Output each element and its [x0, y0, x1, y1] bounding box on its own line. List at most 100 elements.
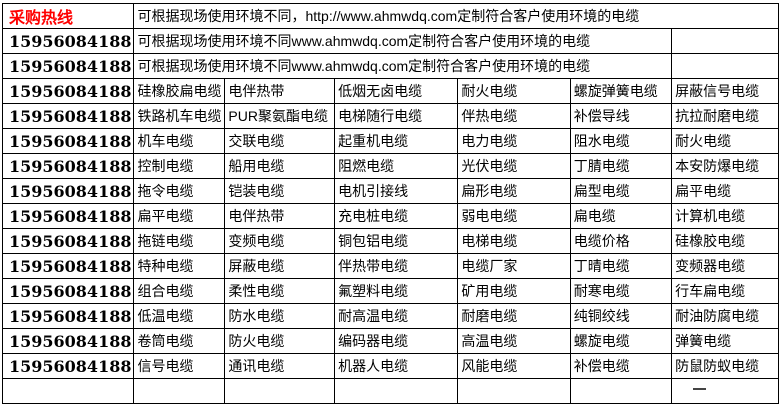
product-link-cell[interactable]: 电梯电缆	[457, 228, 571, 254]
phone-cell: 15956084188	[1, 303, 135, 329]
product-link-cell[interactable]: 扁型电缆	[569, 178, 673, 204]
cable-keyword-table-sheet: 采购热线 可根据现场使用环境不同，http://www.ahmwdq.com定制…	[1, 3, 779, 404]
product-link-cell[interactable]: 信号电缆	[133, 353, 226, 379]
product-link-cell[interactable]: 起重机电缆	[334, 128, 459, 154]
empty-cell	[334, 378, 459, 404]
product-link-cell[interactable]: 充电桩电缆	[334, 203, 459, 229]
product-link-cell[interactable]: 扁平电缆	[671, 178, 779, 204]
phone-cell: 15956084188	[1, 103, 135, 129]
product-link-cell[interactable]: 扁形电缆	[457, 178, 571, 204]
product-link-cell[interactable]: 电力电缆	[457, 128, 571, 154]
product-link-cell[interactable]: 补偿电缆	[569, 353, 673, 379]
product-row: 15956084188 铁路机车电缆 PUR聚氨酯电缆 电梯随行电缆 伴热电缆 补偿导线抗…	[1, 103, 779, 129]
product-link-cell[interactable]: 补偿导线	[569, 103, 673, 129]
product-row: 15956084188 特种电缆 屏蔽电缆 伴热带电缆 电缆厂家 丁晴电缆 变频器电缆	[1, 253, 779, 279]
product-link-cell[interactable]: 防水电缆	[224, 303, 336, 329]
product-link-cell[interactable]: 光伏电缆	[457, 153, 571, 179]
product-link-cell[interactable]: 电机引接线	[334, 178, 459, 204]
product-link-cell[interactable]: 卷筒电缆	[133, 328, 226, 354]
product-link-cell[interactable]: 扁平电缆	[133, 203, 226, 229]
product-link-cell[interactable]: 拖令电缆	[133, 178, 226, 204]
product-link-cell[interactable]: 变频器电缆	[671, 253, 779, 279]
product-link-cell[interactable]: 柔性电缆	[224, 278, 336, 304]
phone-cell: 15956084188	[1, 228, 135, 254]
product-link-cell[interactable]: 电伴热带	[224, 203, 336, 229]
phone-cell: 15956084188	[1, 153, 135, 179]
product-link-cell[interactable]: 耐寒电缆	[569, 278, 673, 304]
product-link-cell[interactable]: 本安防爆电缆	[671, 153, 779, 179]
product-link-cell[interactable]: 铁路机车电缆	[133, 103, 226, 129]
product-link-cell[interactable]: 组合电缆	[133, 278, 226, 304]
product-link-cell[interactable]: 伴热电缆	[457, 103, 571, 129]
stray-underline-mark	[693, 388, 706, 390]
product-link-cell[interactable]: 硅橡胶电缆	[671, 228, 779, 254]
phone-cell: 15956084188	[1, 128, 135, 154]
notice-text-row1: 可根据现场使用环境不同，http://www.ahmwdq.com定制符合客户使…	[133, 3, 779, 29]
product-link-cell[interactable]: 机车电缆	[133, 128, 226, 154]
product-link-cell[interactable]: 变频电缆	[224, 228, 336, 254]
phone-cell: 15956084188	[1, 328, 135, 354]
product-link-cell[interactable]: PUR聚氨酯电缆	[224, 103, 336, 129]
empty-row	[1, 378, 779, 404]
product-link-cell[interactable]: 耐高温电缆	[334, 303, 459, 329]
product-link-cell[interactable]: 铜包铝电缆	[334, 228, 459, 254]
phone-cell: 15956084188	[1, 203, 135, 229]
product-link-cell[interactable]: 屏蔽电缆	[224, 253, 336, 279]
product-link-cell[interactable]: 电梯随行电缆	[334, 103, 459, 129]
product-link-cell[interactable]: 行车扁电缆	[671, 278, 779, 304]
product-link-cell[interactable]: 电缆价格	[569, 228, 673, 254]
product-link-cell[interactable]: 耐火电缆	[457, 78, 571, 104]
product-row: 15956084188 机车电缆 交联电缆 起重机电缆 电力电缆 阻水电缆 耐火电缆	[1, 128, 779, 154]
product-link-cell[interactable]: 高温电缆	[457, 328, 571, 354]
product-row: 15956084188 硅橡胶扁电缆 电伴热带 低烟无卤电缆 耐火电缆 螺旋弹簧电缆 屏蔽信…	[1, 78, 779, 104]
product-link-cell[interactable]: 电伴热带	[224, 78, 336, 104]
product-link-cell[interactable]: 扁电缆	[569, 203, 673, 229]
product-link-cell[interactable]: 耐火电缆	[671, 128, 779, 154]
product-link-cell[interactable]: 风能电缆	[457, 353, 571, 379]
product-link-cell[interactable]: 耐油防腐电缆	[671, 303, 779, 329]
product-row: 15956084188 拖链电缆 变频电缆 铜包铝电缆 电梯电缆 电缆价格 硅橡胶电缆	[1, 228, 779, 254]
empty-cell	[133, 378, 226, 404]
product-link-cell[interactable]: 屏蔽信号电缆	[671, 78, 779, 104]
product-link-cell[interactable]: 船用电缆	[224, 153, 336, 179]
empty-cell	[457, 378, 571, 404]
product-link-cell[interactable]: 丁腈电缆	[569, 153, 673, 179]
empty-cell	[671, 378, 779, 404]
product-link-cell[interactable]: 阻水电缆	[569, 128, 673, 154]
product-link-cell[interactable]: 拖链电缆	[133, 228, 226, 254]
product-link-cell[interactable]: 计算机电缆	[671, 203, 779, 229]
product-link-cell[interactable]: 编码器电缆	[334, 328, 459, 354]
product-link-cell[interactable]: 丁晴电缆	[569, 253, 673, 279]
product-link-cell[interactable]: 电缆厂家	[457, 253, 571, 279]
product-link-cell[interactable]: 弹簧电缆	[671, 328, 779, 354]
product-link-cell[interactable]: 通讯电缆	[224, 353, 336, 379]
phone-cell: 15956084188	[1, 78, 135, 104]
product-link-cell[interactable]: 低温电缆	[133, 303, 226, 329]
empty-cell	[1, 378, 135, 404]
product-link-cell[interactable]: 特种电缆	[133, 253, 226, 279]
product-link-cell[interactable]: 低烟无卤电缆	[334, 78, 459, 104]
product-link-cell[interactable]: 纯铜绞线	[569, 303, 673, 329]
product-link-cell[interactable]: 抗拉耐磨电缆	[671, 103, 779, 129]
product-link-cell[interactable]: 氟塑料电缆	[334, 278, 459, 304]
empty-cell	[671, 53, 779, 79]
product-link-cell[interactable]: 矿用电缆	[457, 278, 571, 304]
product-link-cell[interactable]: 机器人电缆	[334, 353, 459, 379]
product-link-cell[interactable]: 交联电缆	[224, 128, 336, 154]
product-link-cell[interactable]: 防鼠防蚁电缆	[671, 353, 779, 379]
product-link-cell[interactable]: 螺旋电缆	[569, 328, 673, 354]
product-link-cell[interactable]: 控制电缆	[133, 153, 226, 179]
product-link-cell[interactable]: 硅橡胶扁电缆	[133, 78, 226, 104]
product-link-cell[interactable]: 阻燃电缆	[334, 153, 459, 179]
product-link-cell[interactable]: 伴热带电缆	[334, 253, 459, 279]
product-link-cell[interactable]: 防火电缆	[224, 328, 336, 354]
product-link-cell[interactable]: 弱电电缆	[457, 203, 571, 229]
product-row: 15956084188 卷筒电缆 防火电缆 编码器电缆 高温电缆 螺旋电缆 弹簧电缆	[1, 328, 779, 354]
product-link-cell[interactable]: 耐磨电缆	[457, 303, 571, 329]
phone-cell: 15956084188	[1, 178, 135, 204]
phone-cell: 15956084188	[1, 278, 135, 304]
product-link-cell[interactable]: 铠装电缆	[224, 178, 336, 204]
notice-text-row2: 可根据现场使用环境不同www.ahmwdq.com定制符合客户使用环境的电缆	[133, 28, 673, 54]
phone-cell: 15956084188	[1, 28, 135, 54]
product-link-cell[interactable]: 螺旋弹簧电缆	[569, 78, 673, 104]
